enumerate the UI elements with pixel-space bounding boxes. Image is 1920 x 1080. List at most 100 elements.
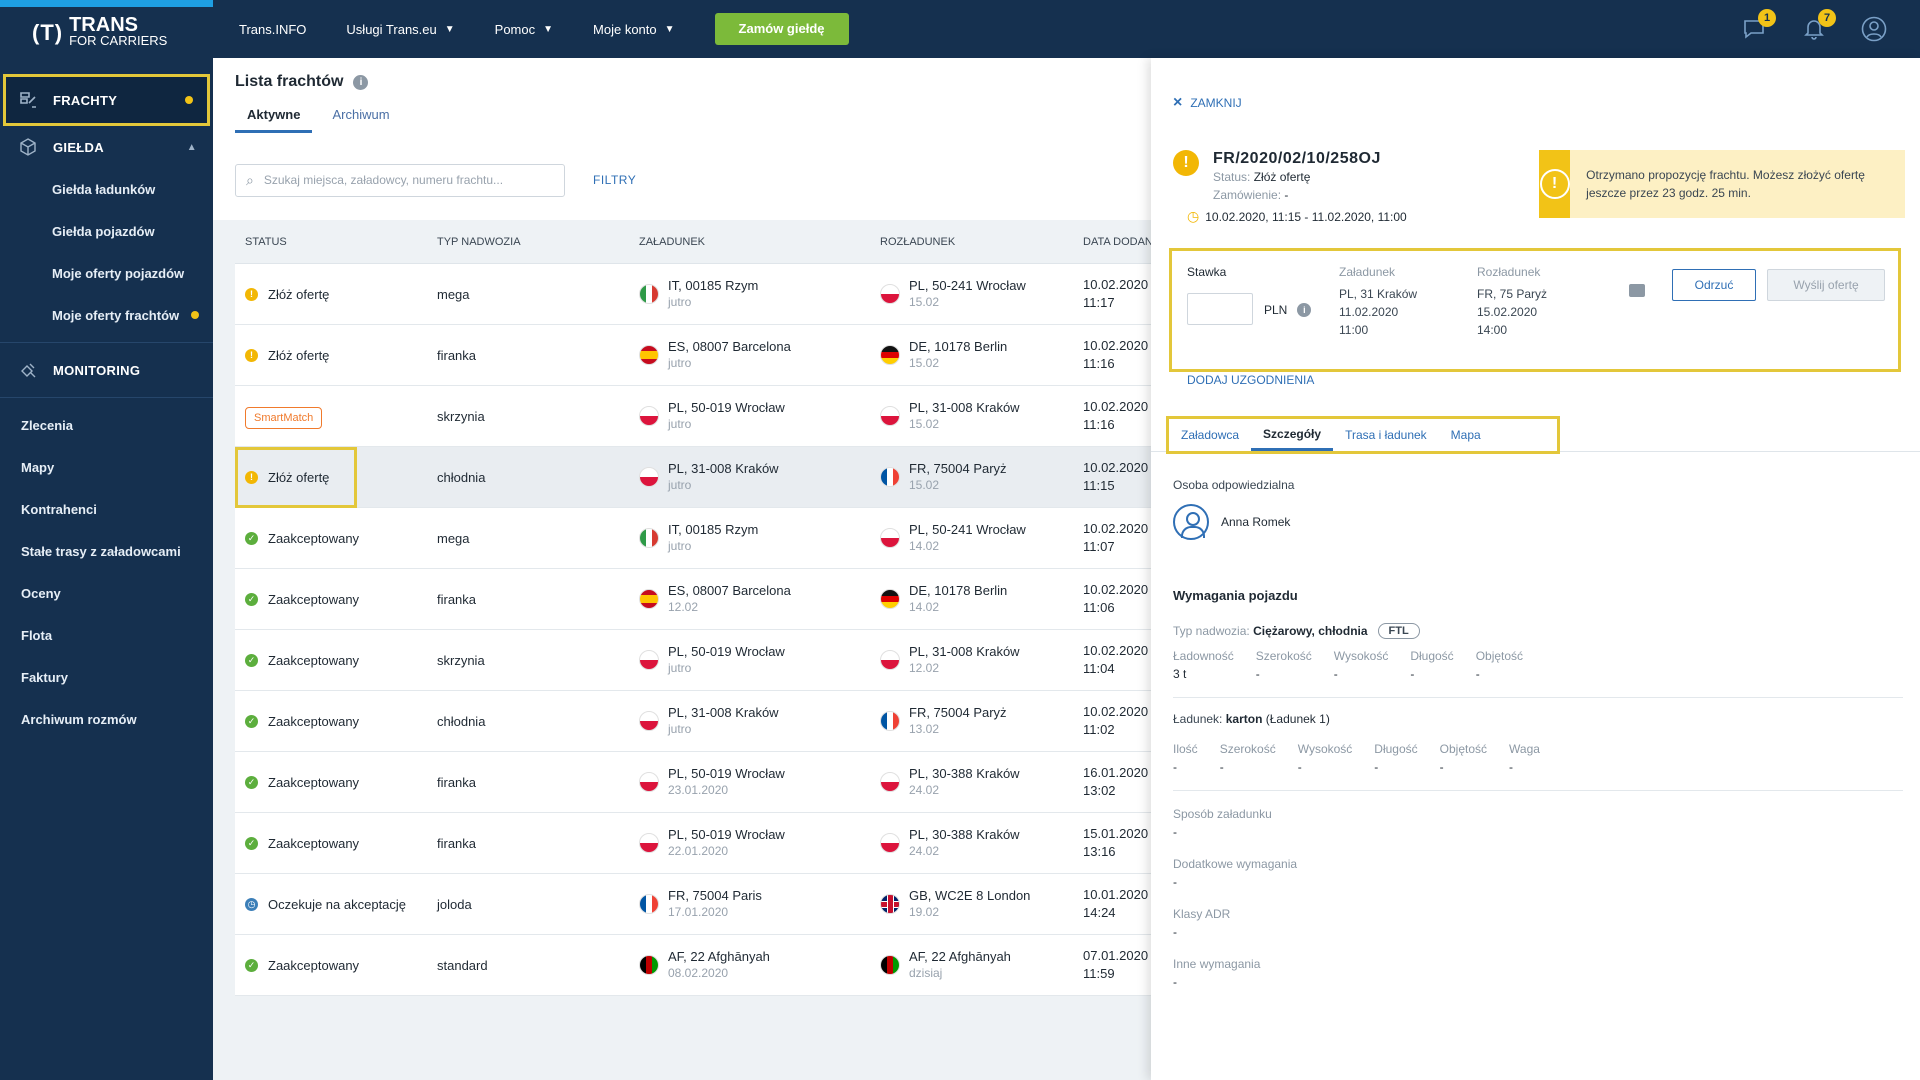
add-agreements-link[interactable]: DODAJ UZGODNIENIA bbox=[1187, 373, 1315, 387]
check-icon: ✓ bbox=[245, 958, 258, 972]
menu-label: Pomoc bbox=[494, 21, 536, 37]
column-header-date[interactable]: DATA DODANIA bbox=[1083, 235, 1151, 248]
order-exchange-button[interactable]: Zamów giełdę bbox=[714, 13, 849, 45]
close-button[interactable]: × ZAMKNIJ bbox=[1173, 94, 1242, 112]
added-date: 10.01.2020 bbox=[1083, 887, 1149, 902]
table-row[interactable]: SmartMatch skrzynia PL, 50-019 Wrocław ju… bbox=[235, 386, 1151, 447]
sidebar-link-zlecenia[interactable]: Zlecenia bbox=[21, 417, 74, 433]
column-header-load[interactable]: ZAŁADUNEK bbox=[639, 235, 706, 248]
table-row[interactable]: ✓ Zaakceptowany firanka ES, 08007 Barcelo… bbox=[235, 569, 1151, 630]
tab-trasa-i-ladunek[interactable]: Trasa i ładunek bbox=[1345, 428, 1427, 442]
satellite-icon bbox=[18, 360, 38, 380]
table-row[interactable]: ! Złóż ofertę mega IT, 00185 Rzym jutro PL… bbox=[235, 264, 1151, 325]
table-row[interactable]: ✓ Zaakceptowany firanka PL, 50-019 Wrocła… bbox=[235, 752, 1151, 813]
column-header-unload[interactable]: ROZŁADUNEK bbox=[880, 235, 956, 248]
status-cell: ! Złóż ofertę bbox=[235, 287, 437, 302]
sidebar-link-flota[interactable]: Flota bbox=[21, 627, 53, 643]
search-icon: ⌕ bbox=[246, 171, 254, 188]
sidebar-link-stale-trasy[interactable]: Stałe trasy z załadowcami bbox=[21, 543, 181, 559]
clock-icon: ◷ bbox=[1187, 208, 1200, 224]
menu-trans-info[interactable]: Trans.INFO bbox=[239, 22, 306, 37]
sidebar-item-gielda[interactable]: GIEŁDA ▲ bbox=[0, 126, 213, 168]
sidebar-item-monitoring[interactable]: MONITORING bbox=[0, 349, 213, 391]
table-row[interactable]: ✓ Zaakceptowany standard AF, 22 Afghānyah… bbox=[235, 935, 1151, 996]
field-label: Objętość bbox=[1439, 742, 1488, 756]
unload-place: PL, 31-008 Kraków bbox=[909, 644, 1020, 659]
date-cell: 10.02.2020 11:15 bbox=[1083, 459, 1151, 495]
tab-zaladowca[interactable]: Załadowca bbox=[1181, 428, 1240, 442]
sidebar-subitem-gielda-pojazdow[interactable]: Giełda pojazdów bbox=[52, 223, 155, 239]
menu-pomoc[interactable]: Pomoc ▼ bbox=[495, 22, 553, 37]
sidebar-subitem-moje-oferty-pojazdow[interactable]: Moje oferty pojazdów bbox=[52, 265, 185, 281]
info-icon[interactable]: i bbox=[353, 74, 369, 90]
offer-load-time: 11:00 bbox=[1339, 323, 1369, 337]
sidebar-link-oceny[interactable]: Oceny bbox=[21, 585, 61, 601]
table-row[interactable]: ! Złóż ofertę chłodnia PL, 31-008 Kraków j… bbox=[235, 447, 1151, 508]
tab-szczegoly[interactable]: Szczegóły bbox=[1251, 419, 1334, 451]
flag-icon bbox=[639, 345, 659, 365]
unload-place: AF, 22 Afghānyah bbox=[909, 949, 1011, 964]
sidebar-item-frachty[interactable]: FRACHTY bbox=[3, 74, 210, 126]
offer-unload-label: Rozładunek bbox=[1477, 265, 1541, 279]
table-row[interactable]: ✓ Zaakceptowany firanka PL, 50-019 Wrocła… bbox=[235, 813, 1151, 874]
table-row[interactable]: ✓ Zaakceptowany chłodnia PL, 31-008 Krakó… bbox=[235, 691, 1151, 752]
flag-icon bbox=[880, 284, 900, 304]
rate-input[interactable] bbox=[1187, 293, 1253, 325]
selection-highlight bbox=[235, 447, 357, 508]
load-cell: PL, 31-008 Kraków jutro bbox=[639, 460, 880, 494]
table-row[interactable]: ! Złóż ofertę firanka ES, 08007 Barcelona… bbox=[235, 325, 1151, 386]
added-time: 11:16 bbox=[1083, 417, 1115, 432]
sidebar-link-archiwum-rozmow[interactable]: Archiwum rozmów bbox=[21, 711, 137, 727]
top-navigation: Trans.INFO Usługi Trans.eu ▼ Pomoc ▼ Moje … bbox=[213, 0, 1920, 58]
detail-field: Szerokość - bbox=[1220, 740, 1276, 776]
unload-date: 14.02 bbox=[909, 539, 940, 553]
date-cell: 10.02.2020 11:06 bbox=[1083, 581, 1151, 617]
sidebar-accent-strip bbox=[0, 0, 213, 7]
messages-button[interactable]: 1 bbox=[1740, 9, 1776, 43]
info-icon[interactable]: i bbox=[1297, 303, 1312, 317]
cargo-value: karton bbox=[1225, 712, 1263, 726]
column-header-status[interactable]: STATUS bbox=[245, 235, 287, 248]
date-cell: 07.01.2020 11:59 bbox=[1083, 947, 1151, 983]
unload-cell: DE, 10178 Berlin 15.02 bbox=[880, 338, 1083, 372]
menu-uslugi[interactable]: Usługi Trans.eu ▼ bbox=[346, 22, 454, 37]
search-input[interactable]: ⌕ Szukaj miejsca, załadowcy, numeru frac… bbox=[235, 163, 565, 197]
field-value: - bbox=[1173, 875, 1177, 889]
table-row[interactable]: ◷ Oczekuje na akceptację joloda FR, 75004… bbox=[235, 874, 1151, 935]
tab-mapa[interactable]: Mapa bbox=[1450, 428, 1481, 442]
menu-moje-konto[interactable]: Moje konto ▼ bbox=[593, 22, 675, 37]
unload-place: PL, 50-241 Wrocław bbox=[909, 278, 1026, 293]
unload-cell: PL, 31-008 Kraków 12.02 bbox=[880, 643, 1083, 677]
comment-icon[interactable] bbox=[1629, 284, 1645, 297]
unload-cell: FR, 75004 Paryż 15.02 bbox=[880, 460, 1083, 494]
column-header-type[interactable]: TYP NADWOZIA bbox=[437, 235, 521, 248]
added-date: 10.02.2020 bbox=[1083, 521, 1149, 536]
date-cell: 16.01.2020 13:02 bbox=[1083, 764, 1151, 800]
offer-load-date: 11.02.2020 bbox=[1339, 305, 1399, 319]
sidebar-subitem-gielda-ladunkow[interactable]: Giełda ładunków bbox=[52, 181, 156, 197]
send-offer-button[interactable]: Wyślij ofertę bbox=[1767, 269, 1885, 301]
notifications-button[interactable]: 7 bbox=[1800, 9, 1836, 43]
load-date: 22.01.2020 bbox=[668, 844, 729, 858]
tab-archiwum[interactable]: Archiwum bbox=[332, 107, 390, 122]
freight-icon bbox=[18, 90, 38, 110]
sidebar-subitem-moje-oferty-frachtow[interactable]: Moje oferty frachtów bbox=[0, 294, 213, 336]
table-row[interactable]: ✓ Zaakceptowany skrzynia PL, 50-019 Wrocł… bbox=[235, 630, 1151, 691]
table-row[interactable]: ✓ Zaakceptowany mega IT, 00185 Rzym jutro … bbox=[235, 508, 1151, 569]
reject-button[interactable]: Odrzuć bbox=[1672, 269, 1756, 301]
sidebar-link-kontrahenci[interactable]: Kontrahenci bbox=[21, 501, 97, 517]
logo[interactable]: (T) TRANS FOR CARRIERS bbox=[0, 7, 213, 59]
field-value: - bbox=[1173, 925, 1177, 939]
status-text: Zaakceptowany bbox=[268, 957, 360, 973]
unload-date: 19.02 bbox=[909, 905, 940, 919]
avatar bbox=[1173, 504, 1209, 540]
filters-button[interactable]: FILTRY bbox=[593, 173, 637, 187]
sidebar-link-mapy[interactable]: Mapy bbox=[21, 459, 55, 475]
field-label: Długość bbox=[1374, 742, 1418, 756]
type-cell: chłodnia bbox=[437, 469, 486, 485]
user-menu-button[interactable] bbox=[1860, 15, 1888, 43]
rate-label: Stawka bbox=[1187, 265, 1227, 279]
sidebar-link-faktury[interactable]: Faktury bbox=[21, 669, 68, 685]
tab-aktywne[interactable]: Aktywne bbox=[235, 107, 313, 133]
box-icon bbox=[18, 137, 38, 157]
